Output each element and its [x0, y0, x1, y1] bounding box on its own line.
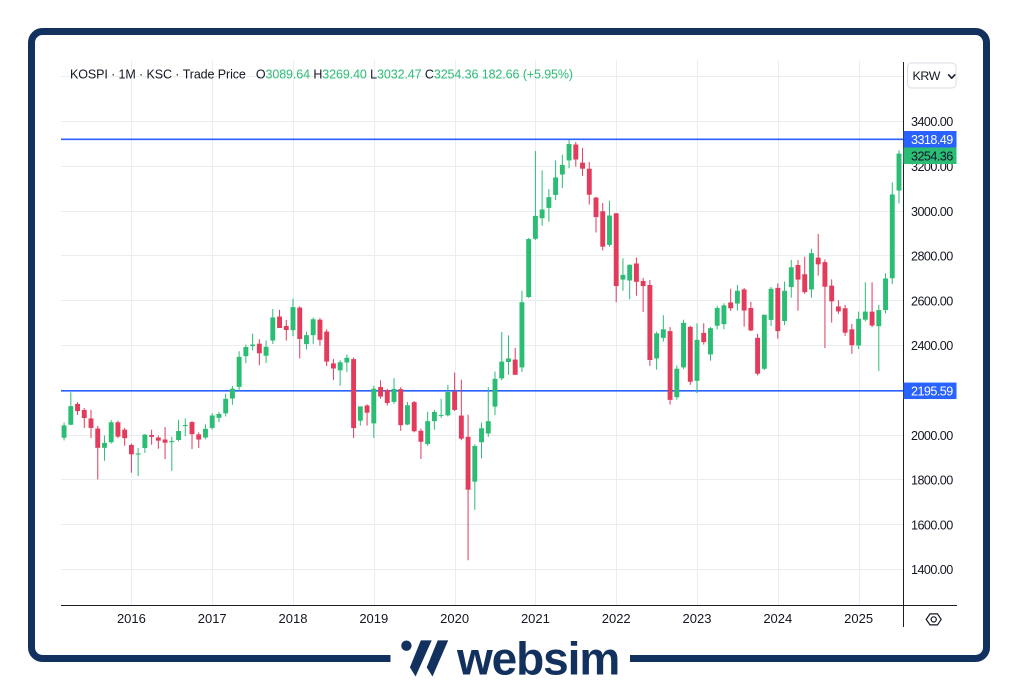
svg-text:1400.00: 1400.00 [911, 563, 953, 577]
svg-text:KOSPI · 1M · KSC · Trade Price: KOSPI · 1M · KSC · Trade Price O3089.64 … [70, 68, 573, 82]
svg-text:2000.00: 2000.00 [911, 429, 953, 443]
svg-text:1800.00: 1800.00 [911, 474, 953, 488]
svg-text:2021: 2021 [521, 611, 550, 626]
svg-text:KRW: KRW [913, 69, 941, 83]
svg-text:2022: 2022 [602, 611, 631, 626]
svg-text:2019: 2019 [359, 611, 388, 626]
svg-text:2025: 2025 [844, 611, 873, 626]
svg-text:2400.00: 2400.00 [911, 339, 953, 353]
svg-text:2800.00: 2800.00 [911, 250, 953, 264]
svg-text:2018: 2018 [279, 611, 308, 626]
svg-text:2024: 2024 [763, 611, 792, 626]
svg-text:3318.49: 3318.49 [911, 133, 953, 147]
svg-text:2195.59: 2195.59 [911, 384, 953, 398]
svg-text:2600.00: 2600.00 [911, 294, 953, 308]
svg-text:2020: 2020 [440, 611, 469, 626]
svg-text:3000.00: 3000.00 [911, 205, 953, 219]
svg-text:2017: 2017 [198, 611, 227, 626]
svg-text:1600.00: 1600.00 [911, 518, 953, 532]
svg-text:3400.00: 3400.00 [911, 115, 953, 129]
svg-text:2023: 2023 [683, 611, 712, 626]
svg-text:3254.36: 3254.36 [911, 149, 953, 163]
svg-text:websim: websim [456, 633, 619, 685]
svg-text:2016: 2016 [117, 611, 146, 626]
